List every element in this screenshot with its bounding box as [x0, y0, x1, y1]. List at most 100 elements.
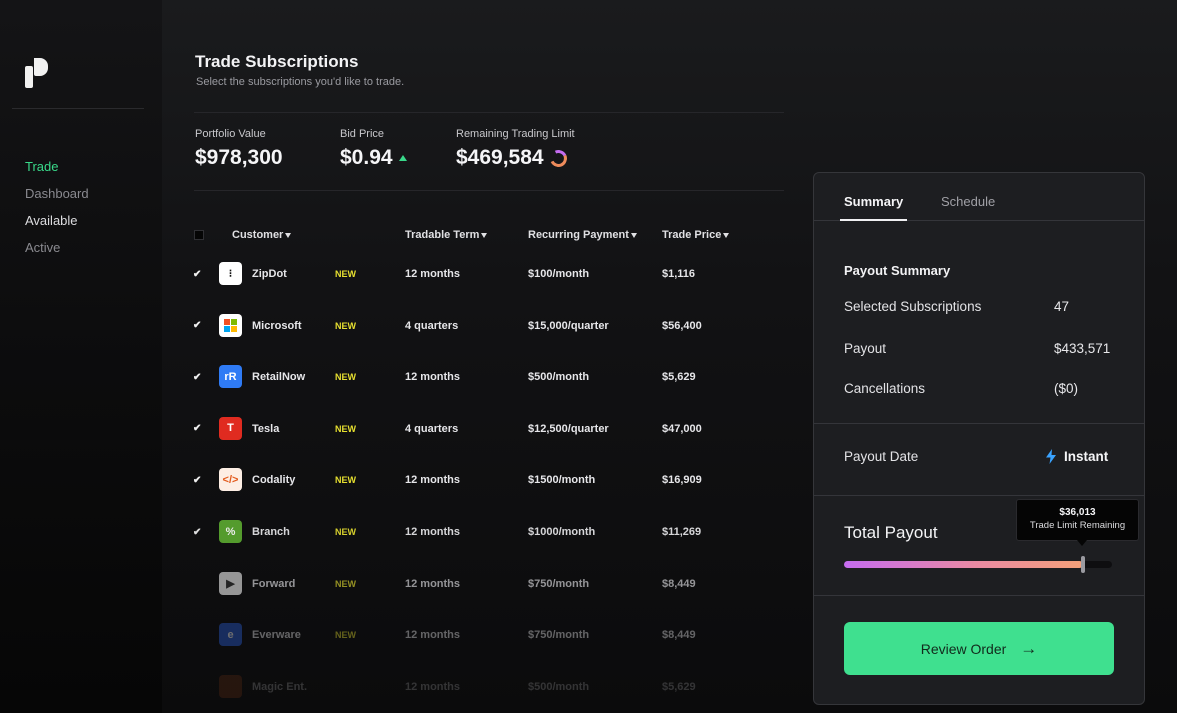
- bid-value: $0.94: [340, 146, 393, 169]
- row-checkbox-checked-icon[interactable]: ✔: [193, 371, 202, 383]
- column-header-customer[interactable]: Customer: [232, 229, 292, 241]
- cancellations-value: ($0): [1054, 381, 1079, 396]
- column-header-payment[interactable]: Recurring Payment: [528, 229, 637, 241]
- customer-name: Microsoft: [252, 319, 302, 332]
- table-row[interactable]: Magic Ent. 12 months $500/month $5,629: [180, 667, 780, 707]
- sidebar-item-dashboard[interactable]: Dashboard: [25, 186, 89, 201]
- limit-label: Remaining Trading Limit: [456, 128, 575, 140]
- company-logo-text: e: [227, 628, 234, 641]
- tab-summary[interactable]: Summary: [839, 194, 908, 221]
- review-order-button[interactable]: Review Order →: [844, 622, 1114, 675]
- trade-price: $5,629: [662, 371, 696, 384]
- tradable-term: 12 months: [405, 629, 461, 642]
- company-logo-text: ▶: [226, 577, 235, 590]
- row-checkbox-checked-icon[interactable]: ✔: [193, 423, 202, 435]
- tradable-term: 4 quarters: [405, 422, 459, 435]
- payout-date-value: Instant: [1046, 449, 1108, 464]
- panel-divider: [814, 595, 1144, 596]
- table-row[interactable]: ✔ ⁝ ZipDot NEW 12 months $100/month $1,116: [180, 254, 780, 294]
- tooltip-label: Trade Limit Remaining: [1029, 520, 1126, 531]
- recurring-payment: $500/month: [528, 680, 590, 693]
- company-logo-text: rR: [224, 370, 237, 383]
- payout-slider[interactable]: [844, 556, 1112, 573]
- select-all-checkbox[interactable]: [194, 230, 204, 240]
- customer-name: Everware: [252, 629, 301, 642]
- recurring-payment: $1500/month: [528, 474, 596, 487]
- row-checkbox-checked-icon[interactable]: ✔: [193, 320, 202, 332]
- new-badge: NEW: [335, 630, 356, 641]
- sort-caret-icon: [723, 232, 730, 238]
- customer-name: RetailNow: [252, 371, 306, 384]
- sidebar-item-active[interactable]: Active: [25, 240, 61, 255]
- sidebar-item-available[interactable]: Available: [25, 213, 78, 228]
- row-checkbox-checked-icon[interactable]: ✔: [193, 268, 202, 280]
- recurring-payment: $12,500/quarter: [528, 422, 609, 435]
- table-row[interactable]: ✔ T Tesla NEW 4 quarters $12,500/quarter $47,0…: [180, 409, 780, 449]
- table-row[interactable]: ✔% Branch NEW 12 months $1000/month $11,269: [180, 512, 780, 552]
- trade-price: $1,116: [662, 268, 696, 280]
- new-badge: NEW: [335, 320, 356, 331]
- tab-schedule[interactable]: Schedule: [941, 194, 996, 209]
- company-logo-icon: %: [219, 520, 242, 543]
- recurring-payment: $750/month: [528, 577, 590, 590]
- trade-price: $47,000: [662, 422, 702, 435]
- trade-price: $11,269: [662, 526, 702, 538]
- row-checkbox-checked-icon[interactable]: ✔: [193, 526, 202, 538]
- bid-stat: Bid Price $0.94: [340, 128, 407, 170]
- company-logo-icon: T: [219, 416, 242, 440]
- payout-slider-handle[interactable]: [1080, 556, 1085, 573]
- portfolio-value: $978,300: [195, 146, 283, 169]
- payout-date-instant: Instant: [1064, 449, 1109, 464]
- payout-value: $433,571: [1054, 341, 1111, 356]
- sort-caret-icon: [285, 232, 292, 238]
- portfolio-label: Portfolio Value: [195, 128, 266, 140]
- new-badge: NEW: [335, 527, 356, 537]
- table-row[interactable]: ▶ Forward NEW 12 months $750/month $8,449: [180, 564, 780, 604]
- payout-summary-title: Payout Summary: [844, 263, 951, 278]
- trade-price: $5,629: [662, 680, 696, 693]
- tradable-term: 4 quarters: [405, 319, 459, 332]
- app-logo-icon[interactable]: [25, 58, 49, 88]
- cancellations-label: Cancellations: [844, 381, 926, 396]
- column-header-payment-label: Recurring Payment: [528, 229, 629, 241]
- company-logo-text: T: [227, 422, 234, 435]
- sort-caret-icon: [630, 232, 637, 238]
- sort-caret-icon: [481, 232, 488, 238]
- company-logo-icon: ▶: [219, 571, 242, 595]
- table-row[interactable]: ✔ rR RetailNow NEW 12 months $500/month $5,629: [180, 357, 780, 397]
- tradable-term: 12 months: [405, 474, 461, 487]
- arrow-right-icon: →: [1020, 638, 1038, 658]
- recurring-payment: $500/month: [528, 371, 590, 384]
- panel-divider: [814, 495, 1144, 496]
- column-header-term[interactable]: Tradable Term: [405, 229, 488, 241]
- recurring-payment: $15,000/quarter: [528, 319, 609, 332]
- customer-name: Codality: [252, 474, 296, 487]
- limit-value: $469,584: [456, 146, 544, 169]
- column-header-price[interactable]: Trade Price: [662, 229, 730, 241]
- sidebar-item-trade[interactable]: Trade: [25, 159, 59, 174]
- header-divider: [194, 112, 784, 113]
- panel-divider: [814, 423, 1144, 424]
- company-logo-text: ⁝: [228, 268, 233, 280]
- trade-price: $8,449: [662, 577, 696, 590]
- column-header-price-label: Trade Price: [662, 229, 722, 241]
- review-order-label: Review Order: [920, 640, 1007, 657]
- company-logo-icon: rR: [219, 365, 242, 389]
- tooltip-value: $36,013: [1059, 507, 1096, 518]
- new-badge: NEW: [335, 269, 356, 279]
- customer-name: Forward: [252, 577, 296, 590]
- table-row[interactable]: ✔ </> Codality NEW 12 months $1500/month $16,9…: [180, 460, 780, 500]
- microsoft-logo-icon: [224, 318, 237, 332]
- sidebar-divider: [12, 108, 144, 109]
- trade-price: $16,909: [662, 474, 702, 487]
- lightning-bolt-icon: [1046, 449, 1056, 464]
- tradable-term: 12 months: [405, 526, 461, 538]
- stats-divider: [194, 190, 784, 191]
- page-title: Trade Subscriptions: [195, 52, 359, 71]
- table-row[interactable]: e Everware NEW 12 months $750/month $8,449: [180, 615, 780, 655]
- customer-name: Magic Ent.: [252, 680, 308, 693]
- customer-name: Tesla: [252, 422, 280, 435]
- tradable-term: 12 months: [405, 680, 461, 693]
- row-checkbox-checked-icon[interactable]: ✔: [193, 474, 202, 486]
- table-row[interactable]: ✔ Microsoft NEW 4 quarters $15,000/quarter $5…: [180, 306, 780, 346]
